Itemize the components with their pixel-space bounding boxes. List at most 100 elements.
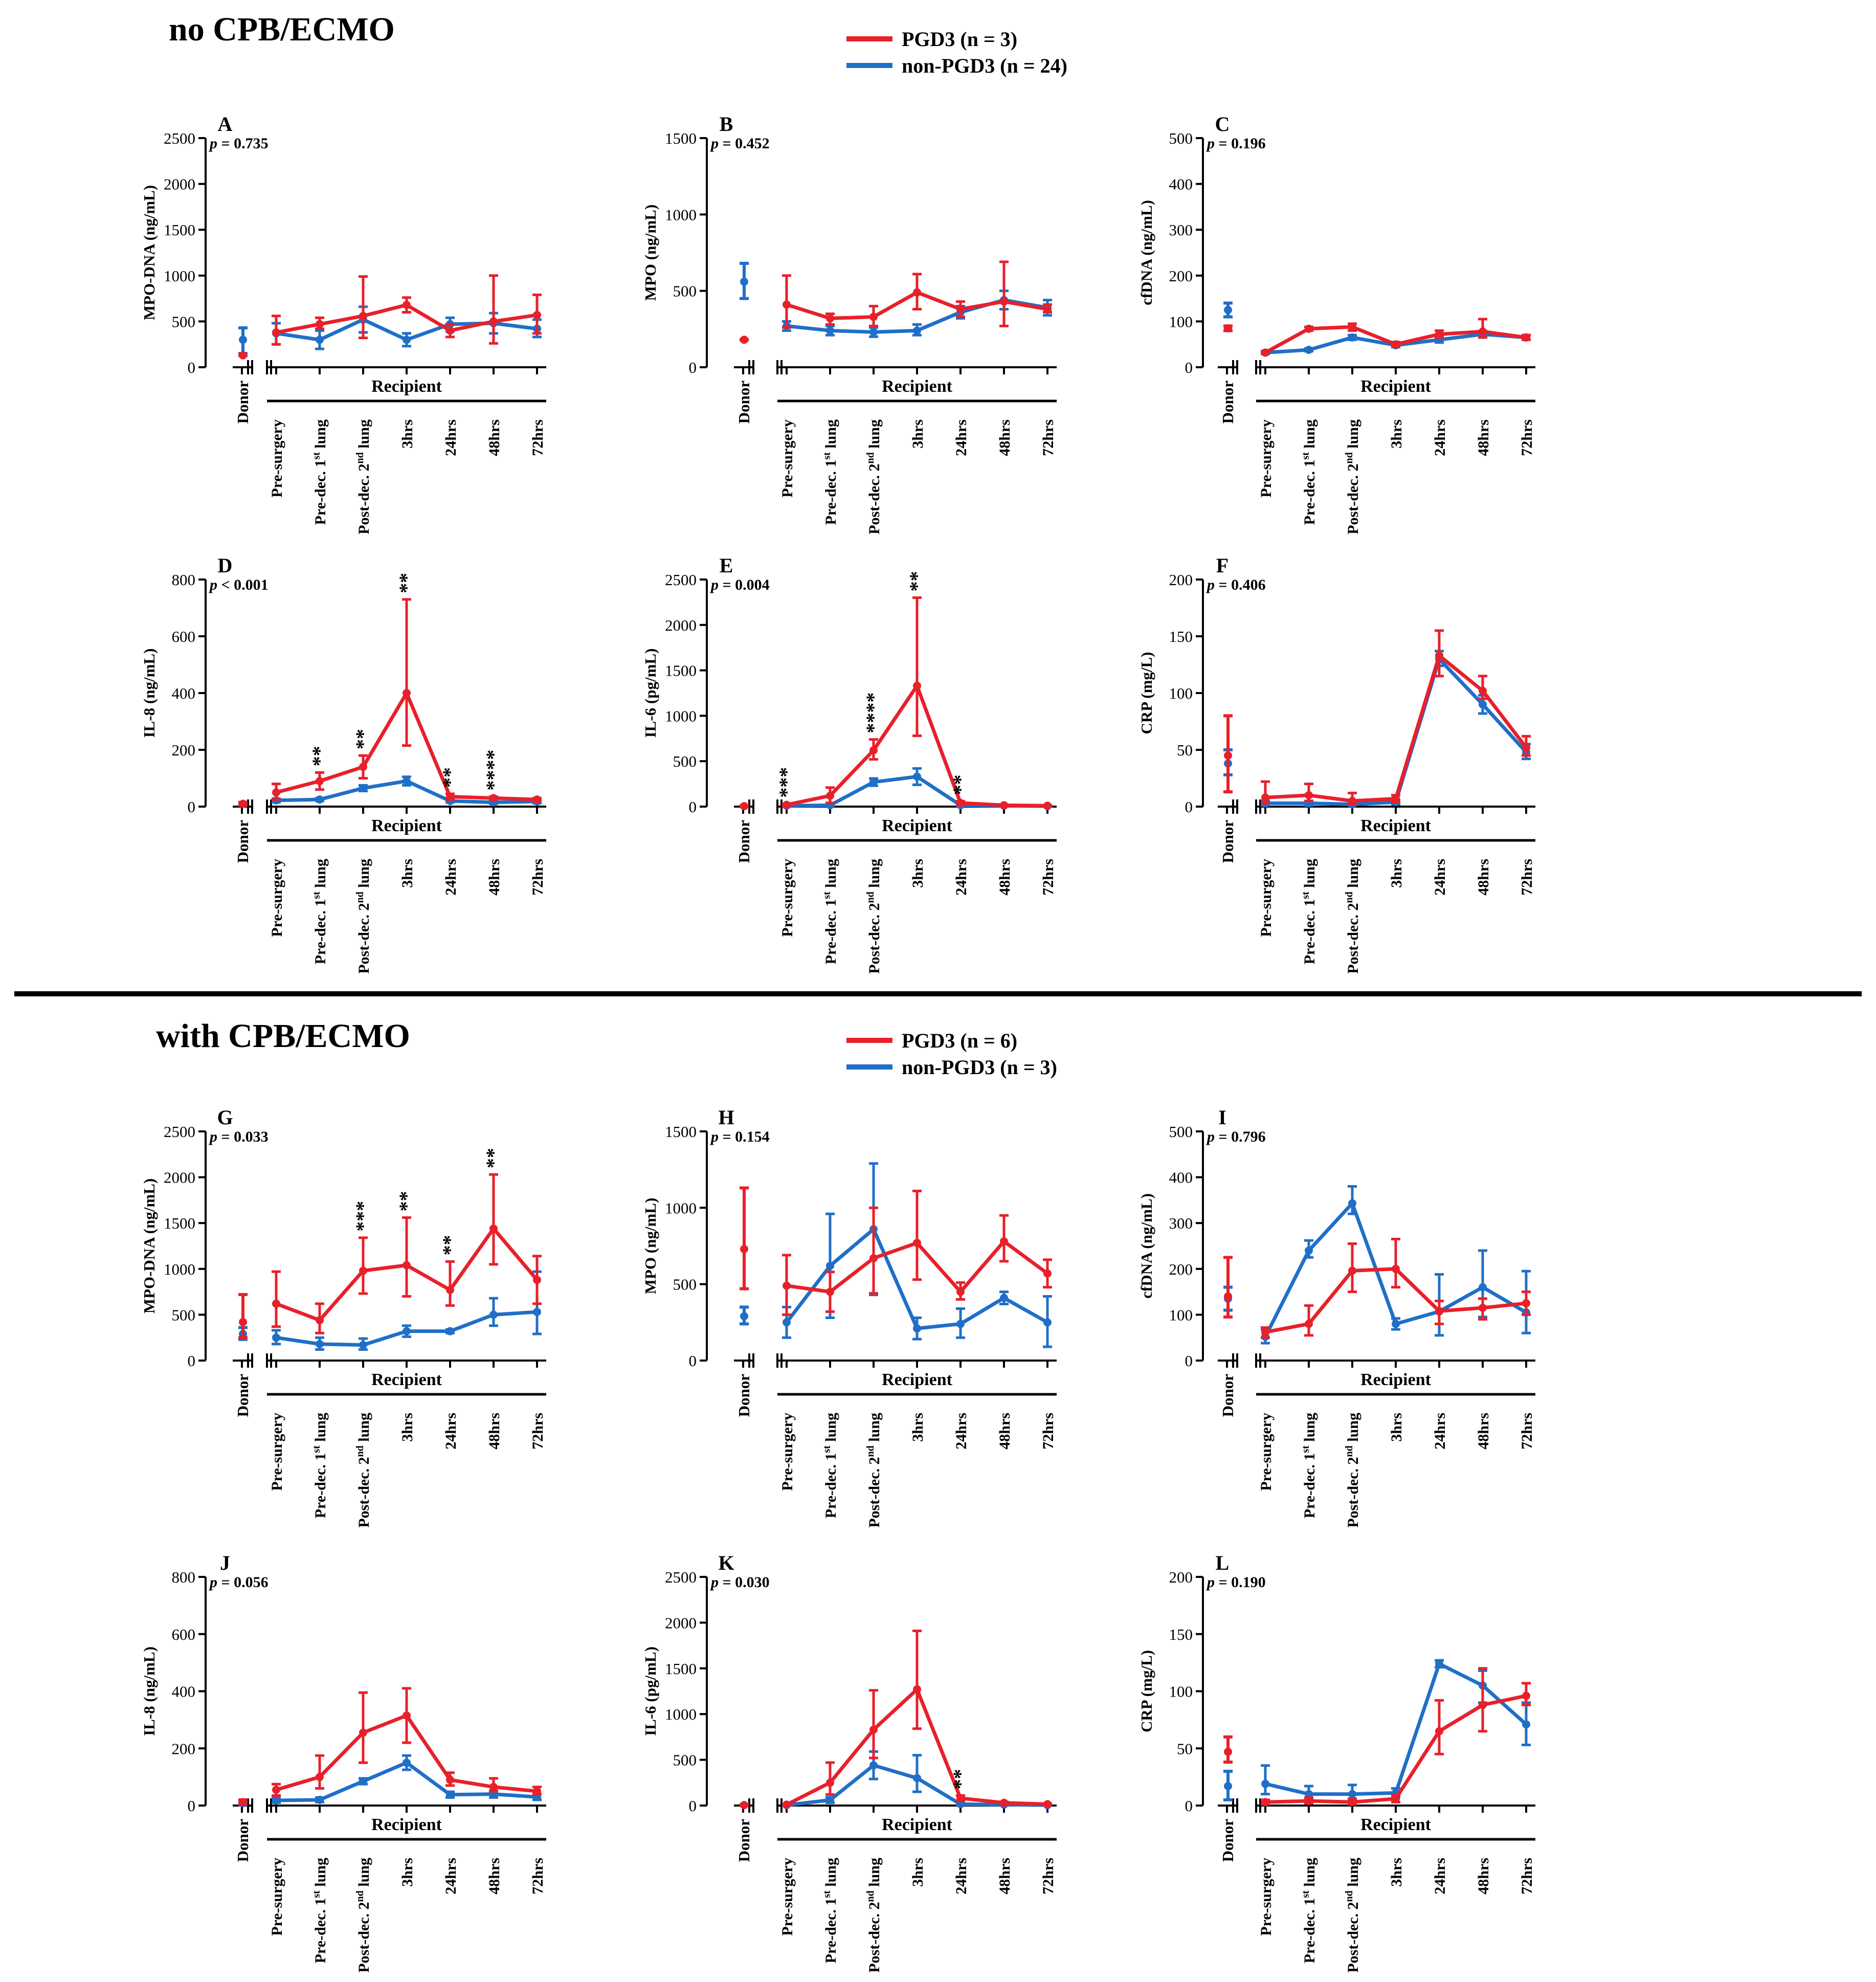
data-point	[272, 1333, 280, 1342]
section-divider	[14, 991, 1862, 996]
x-tick-label: Pre-dec. 1st lung	[311, 859, 329, 964]
data-point	[359, 1341, 367, 1349]
significance-stars: ***	[775, 767, 798, 798]
chart-panel-g: Gp = 0.033 0 500 1000 1500 2000 2500 MPO-DNA (n…	[140, 1106, 546, 1528]
data-point	[1000, 1798, 1008, 1807]
p-value-label: p = 0.196	[1205, 135, 1266, 152]
recipient-group-label: Recipient	[1360, 1370, 1432, 1389]
significance-stars: ****	[482, 750, 505, 791]
p-value-label: p = 0.030	[709, 1574, 770, 1591]
legend-no-cpb: PGD3 (n = 3) non-PGD3 (n = 24)	[846, 26, 1067, 79]
donor-label: Donor	[735, 1374, 753, 1417]
y-tick-label: 2500	[665, 1568, 697, 1586]
y-tick-label: 1500	[164, 1214, 195, 1232]
x-tick-label: Pre-dec. 1st lung	[1300, 1413, 1318, 1518]
data-point	[869, 313, 878, 321]
chart-panel-e: Ep = 0.004 0 500 1000 1500 2000 2500 IL-6 (pg/m…	[641, 554, 1057, 974]
y-tick-label: 0	[188, 1797, 196, 1815]
data-point	[1392, 1320, 1400, 1328]
x-tick-label: Post-dec. 2nd lung	[865, 1413, 883, 1528]
x-tick-label: Pre-surgery	[1258, 419, 1275, 498]
x-tick-label: 3hrs	[909, 859, 926, 888]
x-tick-label: 24hrs	[1432, 1858, 1448, 1895]
data-point	[1435, 1307, 1443, 1316]
x-tick-label: Post-dec. 2nd lung	[354, 1413, 372, 1528]
series-line-pgd3	[1265, 654, 1528, 803]
panel-letter: I	[1218, 1106, 1226, 1129]
data-point	[913, 326, 921, 335]
x-tick-label: 48hrs	[1475, 1858, 1492, 1895]
x-tick-label: 24hrs	[953, 859, 970, 896]
x-tick-label: Pre-surgery	[1258, 859, 1275, 937]
data-point	[403, 336, 411, 344]
y-tick-label: 0	[1185, 1352, 1193, 1370]
donor-point	[740, 1244, 748, 1253]
data-point	[359, 1266, 367, 1275]
data-point	[1348, 796, 1356, 805]
legend-label-pgd3: PGD3 (n = 3)	[902, 27, 1018, 51]
x-tick-label: Pre-surgery	[1258, 1858, 1275, 1936]
x-tick-label: 24hrs	[1432, 1413, 1448, 1450]
x-tick-label: 3hrs	[1388, 1413, 1405, 1442]
data-point	[1392, 1794, 1400, 1803]
recipient-group-label: Recipient	[882, 1370, 953, 1389]
x-tick-label: 3hrs	[1388, 1858, 1405, 1887]
data-point	[1348, 323, 1356, 331]
x-tick-label: 3hrs	[399, 1858, 416, 1887]
legend-label-nonpgd3: non-PGD3 (n = 3)	[902, 1055, 1057, 1079]
x-tick-label: Post-dec. 2nd lung	[354, 419, 372, 535]
data-point	[272, 1786, 280, 1794]
data-point	[272, 328, 280, 337]
x-tick-label: Post-dec. 2nd lung	[354, 859, 372, 974]
data-point	[316, 777, 324, 786]
data-point	[913, 288, 921, 297]
x-tick-label: 24hrs	[953, 1858, 970, 1895]
y-tick-label: 500	[673, 752, 697, 770]
y-tick-label: 1000	[665, 707, 697, 725]
data-point	[489, 1783, 498, 1791]
series-line-nonpgd3	[1265, 657, 1528, 807]
legend-row-nonpgd3: non-PGD3 (n = 3)	[846, 1054, 1057, 1080]
y-tick-label: 2500	[164, 129, 195, 147]
recipient-group-label: Recipient	[371, 377, 442, 396]
legend-swatch-pgd3	[846, 1038, 892, 1043]
chart-panel-f: Fp = 0.406 0 50 100 150 200 CRP (mg/L) Donor Pre…	[1137, 554, 1535, 974]
data-point	[1043, 801, 1052, 810]
data-point	[359, 1728, 367, 1737]
x-tick-label: 48hrs	[486, 419, 503, 456]
data-point	[1435, 651, 1443, 660]
x-tick-label: 24hrs	[442, 419, 459, 456]
section-title-with-cpb: with CPB/ECMO	[156, 1017, 410, 1055]
data-point	[272, 1299, 280, 1308]
x-tick-label: 3hrs	[399, 1413, 416, 1442]
data-point	[1348, 1266, 1356, 1275]
significance-stars: **	[438, 767, 461, 788]
data-point	[826, 1778, 834, 1787]
data-point	[533, 310, 541, 319]
data-point	[1522, 743, 1530, 752]
donor-point	[1224, 306, 1232, 314]
data-point	[1305, 1790, 1313, 1798]
y-axis-title: MPO (ng/mL)	[641, 205, 659, 301]
x-tick-label: Pre-dec. 1st lung	[1300, 419, 1318, 525]
x-tick-label: 72hrs	[1040, 1413, 1057, 1450]
legend-label-pgd3: PGD3 (n = 6)	[902, 1029, 1018, 1052]
data-point	[1305, 791, 1313, 799]
chart-panel-k: Kp = 0.030 0 500 1000 1500 2000 2500 IL-6 (pg/m…	[641, 1551, 1057, 1973]
y-tick-label: 200	[1169, 1568, 1193, 1586]
significance-stars: **	[351, 729, 374, 749]
donor-point	[740, 802, 748, 811]
legend-swatch-nonpgd3	[846, 63, 892, 68]
data-point	[1479, 686, 1487, 695]
y-tick-label: 500	[172, 1306, 196, 1324]
data-point	[869, 746, 878, 754]
donor-point	[239, 336, 247, 344]
x-tick-label: Pre-surgery	[269, 1858, 285, 1936]
y-axis-title: MPO-DNA (ng/mL)	[140, 1178, 158, 1313]
recipient-group-label: Recipient	[371, 1815, 442, 1834]
data-point	[956, 798, 965, 807]
recipient-group-label: Recipient	[371, 816, 442, 835]
data-point	[403, 1327, 411, 1335]
p-value-label: p = 0.190	[1205, 1574, 1266, 1591]
y-tick-label: 500	[673, 1276, 697, 1294]
